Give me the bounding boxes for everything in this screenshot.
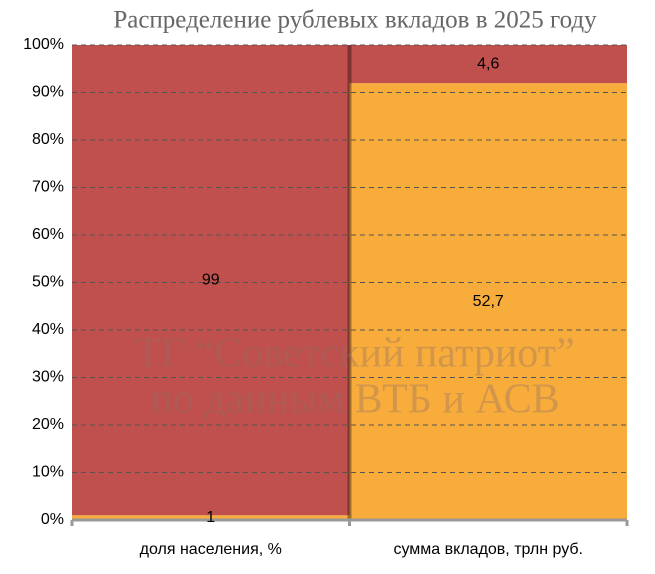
data-label: 52,7: [473, 293, 504, 310]
watermark: ТГ “Советский патриот”: [135, 331, 575, 377]
y-tick-label: 80%: [32, 131, 64, 148]
x-tick-label: доля населения, %: [140, 541, 282, 558]
bar-segment: [349, 45, 627, 84]
chart-title: Распределение рублевых вкладов в 2025 го…: [113, 7, 597, 34]
y-tick-label: 90%: [32, 84, 64, 101]
y-tick-label: 10%: [32, 464, 64, 481]
data-label: 1: [206, 509, 215, 526]
bar-segment: [72, 515, 350, 520]
watermark: по данным ВТБ и АСВ: [150, 377, 559, 423]
y-tick-label: 100%: [23, 36, 64, 53]
y-tick-label: 30%: [32, 369, 64, 386]
data-label: 4,6: [477, 55, 499, 72]
y-tick-label: 60%: [32, 226, 64, 243]
y-tick-label: 50%: [32, 274, 64, 291]
y-tick-label: 40%: [32, 321, 64, 338]
y-tick-label: 20%: [32, 416, 64, 433]
bar-segment: [349, 83, 627, 521]
x-tick-label: сумма вкладов, трлн руб.: [393, 541, 583, 558]
bar-segment: [72, 45, 350, 516]
data-label: 99: [202, 271, 220, 288]
y-tick-label: 70%: [32, 179, 64, 196]
y-tick-label: 0%: [41, 511, 64, 528]
